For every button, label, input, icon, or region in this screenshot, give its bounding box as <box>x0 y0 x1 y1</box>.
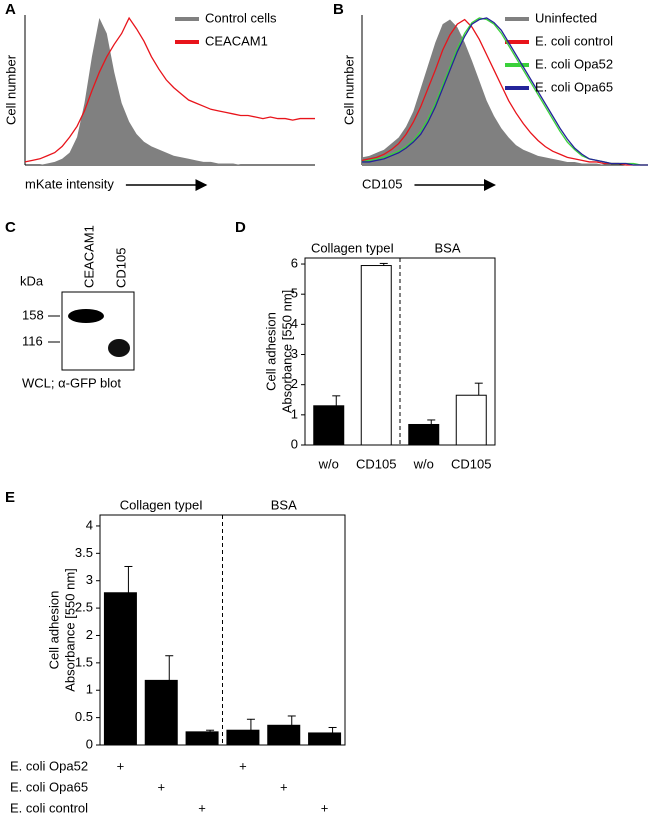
y-tick-label: 3.5 <box>75 545 93 560</box>
condition-mark: + <box>239 758 247 773</box>
legend-label: Control cells <box>205 10 277 25</box>
group-label: BSA <box>271 497 297 512</box>
histogram-line <box>362 17 648 166</box>
legend-label: CEACAM1 <box>205 33 268 48</box>
y-axis-label: Cell adhesion <box>263 312 278 391</box>
legend-label: Uninfected <box>535 10 597 25</box>
bar <box>308 732 342 746</box>
y-tick-label: 1 <box>291 406 298 421</box>
condition-mark: + <box>280 779 288 794</box>
marker-label: 116 <box>22 333 43 348</box>
bar <box>408 423 440 446</box>
x-axis-label: mKate intensity <box>25 176 114 191</box>
condition-mark: + <box>321 800 329 813</box>
y-tick-label: 0.5 <box>75 709 93 724</box>
y-tick-label: 0 <box>291 436 298 451</box>
y-tick-label: 3 <box>291 346 298 361</box>
bar <box>185 731 219 746</box>
bar <box>455 394 487 446</box>
legend-label: E. coli Opa52 <box>535 56 613 71</box>
x-tick-label: CD105 <box>451 456 491 471</box>
blot-frame <box>61 291 135 371</box>
panel-letter: D <box>235 219 246 236</box>
histogram-line <box>361 18 648 166</box>
y-tick-label: 2 <box>291 376 298 391</box>
histogram-area <box>25 18 315 165</box>
y-tick-label: 3 <box>86 572 93 587</box>
legend-label: E. coli control <box>535 33 613 48</box>
caption: WCL; α-GFP blot <box>22 375 121 390</box>
panel-letter: B <box>333 1 344 18</box>
band <box>68 309 104 323</box>
y-tick-label: 2 <box>86 627 93 642</box>
group-label: BSA <box>434 240 460 255</box>
y-axis-label: Absorbance [550 nm] <box>62 568 77 692</box>
panel-letter: E <box>5 489 15 506</box>
x-tick-label: CD105 <box>356 456 396 471</box>
bar <box>360 265 392 446</box>
condition-label: E. coli Opa65 <box>10 779 88 794</box>
x-tick-label: w/o <box>318 456 339 471</box>
x-tick-label: w/o <box>413 456 434 471</box>
condition-label: E. coli Opa52 <box>10 758 88 773</box>
panel-letter: C <box>5 219 16 236</box>
band <box>108 339 130 357</box>
lane-label: CEACAM1 <box>81 225 96 288</box>
bar <box>103 592 137 746</box>
y-tick-label: 2.5 <box>75 600 93 615</box>
y-tick-label: 6 <box>291 255 298 270</box>
bar <box>313 405 345 446</box>
bar <box>144 679 178 746</box>
condition-mark: + <box>117 758 125 773</box>
y-tick-label: 4 <box>291 316 298 331</box>
histogram-line <box>24 16 315 163</box>
legend-label: E. coli Opa65 <box>535 79 613 94</box>
y-axis-label: Cell number <box>341 54 356 125</box>
y-axis-label: Cell number <box>3 54 18 125</box>
y-tick-label: 0 <box>86 736 93 751</box>
group-label: Collagen typeI <box>120 497 203 512</box>
y-tick-label: 5 <box>291 286 298 301</box>
bar <box>226 729 260 746</box>
lane-label: CD105 <box>113 248 128 288</box>
x-axis-label: CD105 <box>362 176 402 191</box>
group-label: Collagen typeI <box>311 240 394 255</box>
panel-letter: A <box>5 1 16 18</box>
condition-label: E. coli control <box>10 800 88 813</box>
y-axis-label: Cell adhesion <box>46 591 61 670</box>
condition-mark: + <box>157 779 165 794</box>
marker-label: 158 <box>22 307 44 322</box>
y-axis-label: Absorbance [550 nm] <box>279 290 294 414</box>
y-tick-label: 1.5 <box>75 654 93 669</box>
unit-label: kDa <box>20 273 44 288</box>
histogram-area <box>362 19 648 165</box>
y-tick-label: 4 <box>86 517 93 532</box>
y-tick-label: 1 <box>86 682 93 697</box>
condition-mark: + <box>198 800 206 813</box>
bar <box>267 724 301 746</box>
